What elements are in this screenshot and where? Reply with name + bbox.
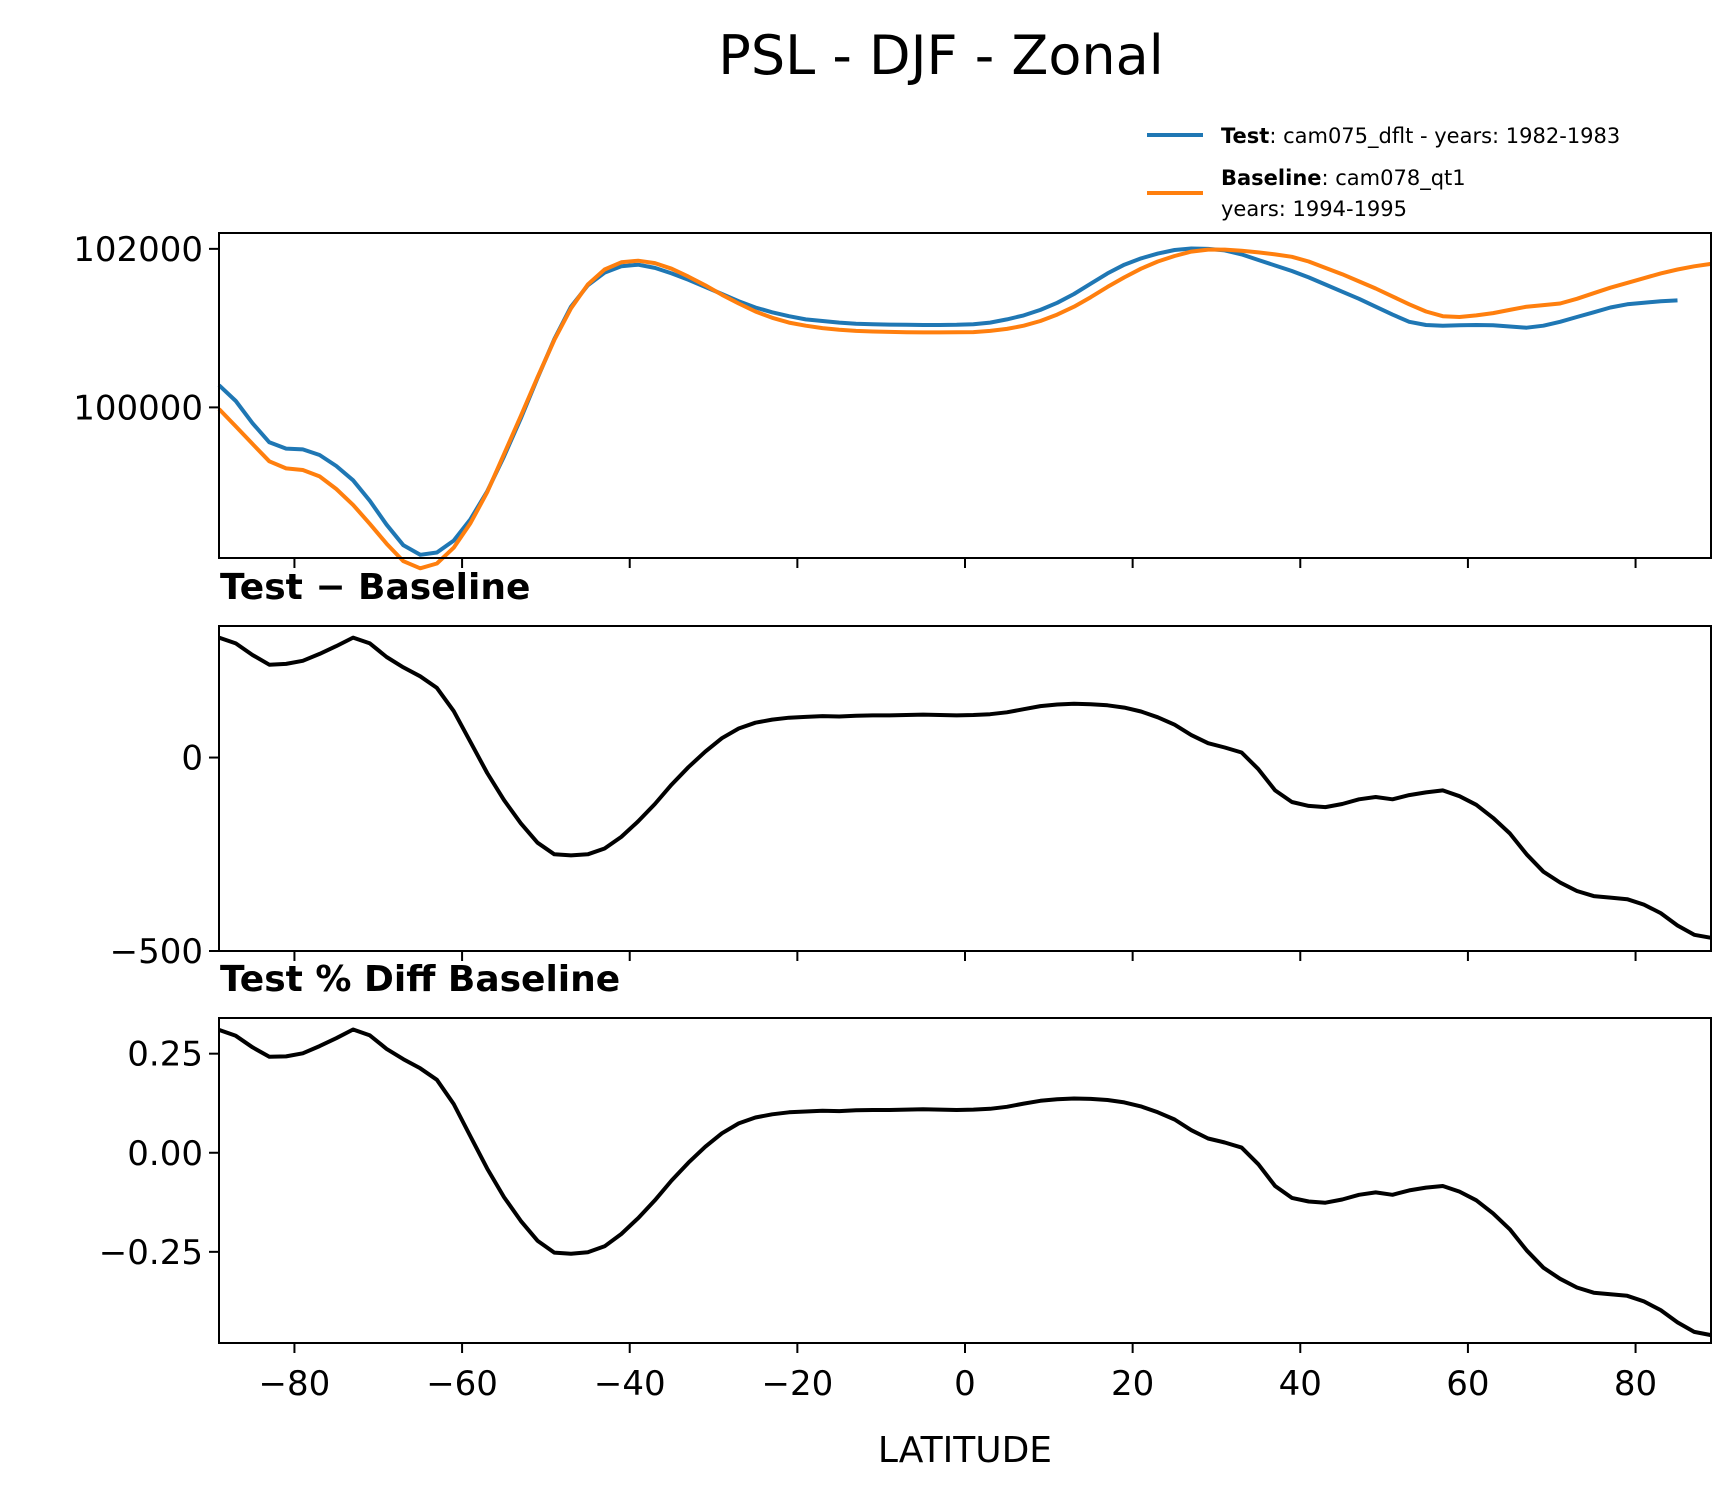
legend-test-bold: Test <box>1221 124 1269 148</box>
ytick-label: 0.25 <box>127 1035 203 1075</box>
panel-pctdiff-title: Test % Diff Baseline <box>220 959 620 1000</box>
legend-test-text: : cam075_dflt - years: 1982-1983 <box>1269 124 1620 149</box>
panel-diff-title: Test − Baseline <box>220 567 530 608</box>
xtick-label: −60 <box>426 1364 498 1404</box>
panel-diff-yticks: −500 0 <box>110 739 219 972</box>
panel-diff-frame <box>218 625 1712 952</box>
panel-pctdiff-yticks: −0.25 0.00 0.25 <box>99 1035 219 1273</box>
legend-label-test: Test: cam075_dflt - years: 1982-1983 <box>1221 124 1620 149</box>
legend-label-baseline: Baseline: cam078_qt1 <box>1221 166 1466 191</box>
xtick-label: −20 <box>761 1364 833 1404</box>
legend-baseline-bold: Baseline <box>1221 166 1322 190</box>
figure-title: PSL - DJF - Zonal <box>718 24 1163 87</box>
panel-diff: Test − Baseline −500 0 <box>110 567 1712 972</box>
ytick-label: −500 <box>110 932 203 972</box>
series-line-baseline <box>217 247 1712 571</box>
x-axis-label: LATITUDE <box>878 1430 1052 1471</box>
panel-pctdiff: Test % Diff Baseline −0.25 0.00 0.25 −80 −6… <box>99 959 1712 1404</box>
xtick-label: 40 <box>1279 1364 1322 1404</box>
xtick-label: −80 <box>259 1364 331 1404</box>
panel-psl-lines <box>217 246 1712 571</box>
legend: Test: cam075_dflt - years: 1982-1983 Bas… <box>1147 124 1620 221</box>
xtick-label: 0 <box>954 1364 976 1404</box>
xtick-label: 20 <box>1111 1364 1154 1404</box>
ytick-label: 0.00 <box>127 1134 203 1174</box>
xtick-label: 60 <box>1446 1364 1489 1404</box>
panel-psl-frame <box>218 232 1712 559</box>
series-line-test-baseline <box>218 635 1712 940</box>
ytick-label: 0 <box>181 739 203 779</box>
panel-diff-xticks <box>293 951 1637 961</box>
series-line-test-diff-baseline <box>218 1027 1712 1338</box>
panel-psl-xticks <box>293 558 1637 568</box>
panel-pctdiff-xticks: −80 −60 −40 −20 0 20 40 60 80 <box>259 1343 1657 1404</box>
ytick-label: 102000 <box>73 230 203 270</box>
panel-pctdiff-lines <box>218 1027 1712 1338</box>
panel-diff-lines <box>218 635 1712 940</box>
legend-baseline-years: years: 1994-1995 <box>1221 197 1407 221</box>
xtick-label: 80 <box>1614 1364 1657 1404</box>
ytick-label: 100000 <box>73 388 203 428</box>
panel-pctdiff-frame <box>218 1017 1712 1344</box>
panel-psl: 100000 102000 <box>73 230 1712 571</box>
legend-baseline-text: : cam078_qt1 <box>1322 166 1466 191</box>
series-line-test <box>217 246 1678 557</box>
panel-psl-yticks: 100000 102000 <box>73 230 219 428</box>
ytick-label: −0.25 <box>99 1233 203 1273</box>
xtick-label: −40 <box>594 1364 666 1404</box>
